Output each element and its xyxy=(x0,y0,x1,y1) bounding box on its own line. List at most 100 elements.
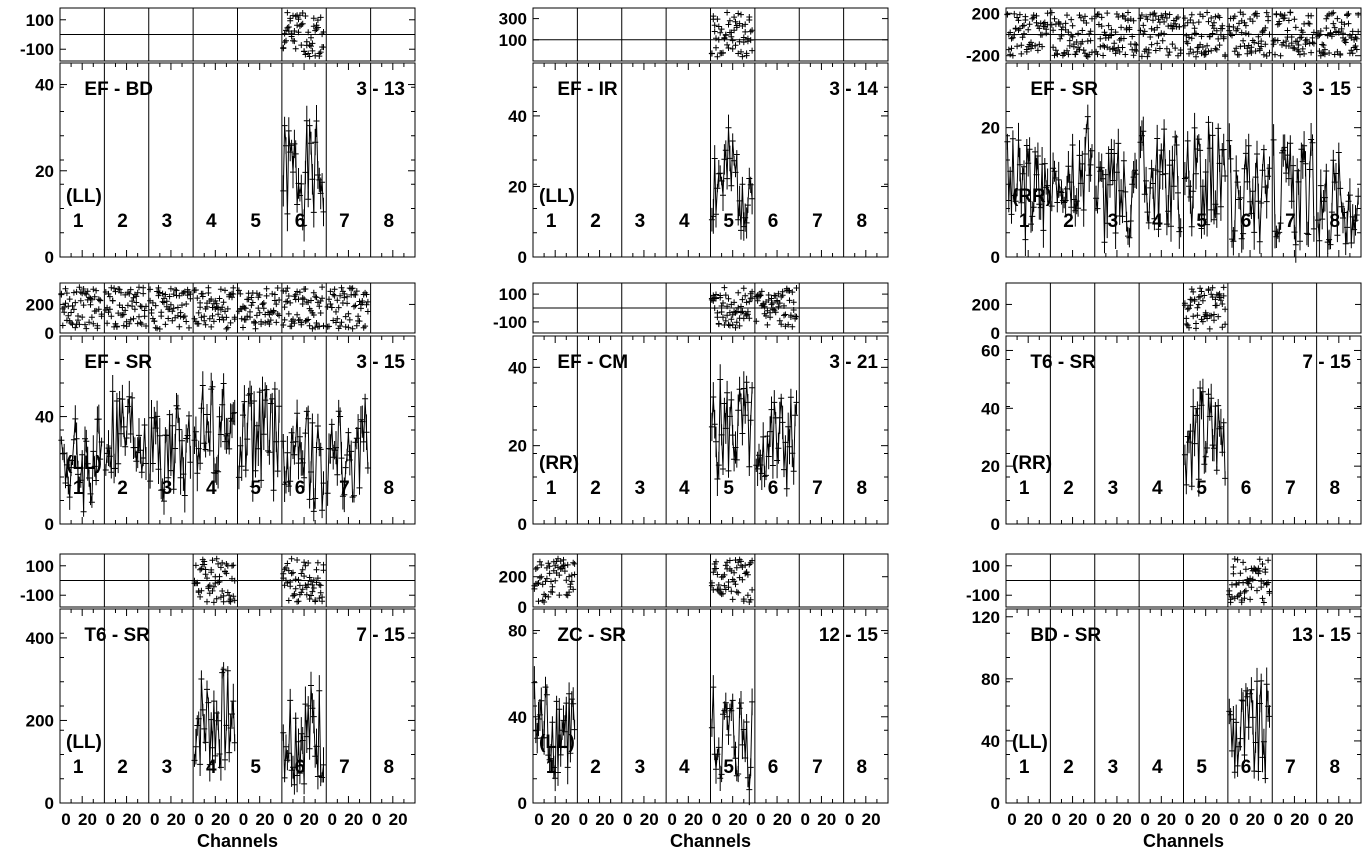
amplitude-point xyxy=(715,737,722,758)
phase-point xyxy=(283,288,289,295)
phase-point xyxy=(351,303,357,310)
phase-point xyxy=(80,302,87,309)
phase-point xyxy=(1199,44,1206,50)
amplitude-point xyxy=(119,384,126,414)
amplitude-point xyxy=(1209,122,1216,149)
channel-tick-label: 20 xyxy=(389,810,408,829)
phase-point xyxy=(1255,570,1262,577)
phase-point xyxy=(1113,11,1120,17)
amplitude-point xyxy=(1111,139,1118,168)
phase-point xyxy=(299,295,306,301)
x-axis-label: Channels xyxy=(197,831,278,851)
phase-point xyxy=(106,293,113,300)
phase-point xyxy=(180,314,187,321)
phase-point xyxy=(1108,32,1115,39)
phase-point xyxy=(1082,13,1088,20)
amplitude-point xyxy=(97,452,104,466)
channel-tick-label: 0 xyxy=(1096,810,1105,829)
phase-point xyxy=(309,40,316,47)
amplitude-point xyxy=(731,447,738,472)
phase-point xyxy=(714,571,721,578)
amplitude-point xyxy=(1126,228,1133,248)
phase-point xyxy=(252,325,259,332)
phase-point xyxy=(546,570,553,577)
amplitude-point xyxy=(280,434,287,449)
phase-point xyxy=(731,569,738,576)
phase-point xyxy=(769,300,776,306)
phase-point xyxy=(1033,12,1040,19)
phase-point xyxy=(1212,296,1219,303)
amplitude-point xyxy=(787,388,794,406)
phase-point xyxy=(726,557,733,564)
amplitude-point xyxy=(1184,431,1191,442)
phase-point xyxy=(1199,13,1206,20)
phase-point xyxy=(1030,12,1037,19)
phase-point xyxy=(1148,41,1155,48)
amplitude-point xyxy=(1199,179,1206,193)
phase-point xyxy=(260,305,267,312)
amplitude-point xyxy=(1105,146,1112,161)
phase-point xyxy=(715,36,722,43)
amplitude-point xyxy=(252,463,259,478)
phase-point xyxy=(1281,12,1288,19)
subband-number: 2 xyxy=(1063,478,1074,499)
phase-point xyxy=(1230,24,1237,30)
phase-point xyxy=(1241,19,1248,26)
phase-point xyxy=(316,303,323,310)
phase-point xyxy=(162,291,169,298)
amplitude-point xyxy=(303,720,310,753)
amplitude-point xyxy=(339,483,346,510)
phase-point xyxy=(1094,51,1101,58)
subband-number: 8 xyxy=(384,478,395,499)
phase-point xyxy=(1258,584,1265,591)
phase-point xyxy=(1026,21,1033,28)
phase-point xyxy=(87,295,94,302)
phase-point xyxy=(1209,284,1216,291)
phase-point xyxy=(1285,17,1292,24)
phase-point xyxy=(1095,11,1102,18)
phase-point xyxy=(290,316,296,323)
phase-point xyxy=(1144,16,1151,23)
phase-point xyxy=(1254,587,1260,594)
amplitude-point xyxy=(1208,197,1215,223)
phase-point xyxy=(136,284,142,291)
amplitude-point xyxy=(1252,731,1259,753)
polarization-label: (RR) xyxy=(539,453,579,474)
amplitude-point xyxy=(1349,204,1356,230)
amplitude-point xyxy=(73,422,80,455)
phase-point xyxy=(357,305,364,312)
phase-point xyxy=(227,598,234,605)
phase-point xyxy=(714,53,721,60)
amplitude-point xyxy=(209,380,216,393)
phase-point xyxy=(319,594,326,601)
amplitude-point xyxy=(290,755,296,779)
amplitude-point xyxy=(360,431,367,452)
phase-point xyxy=(789,289,796,296)
phase-point xyxy=(1248,584,1255,591)
phase-point xyxy=(1019,23,1026,29)
amplitude-point xyxy=(736,185,743,217)
channel-tick-label: 0 xyxy=(150,810,159,829)
phase-point xyxy=(1195,19,1202,26)
phase-point xyxy=(1181,22,1188,29)
phase-point xyxy=(1265,13,1272,20)
amplitude-point xyxy=(72,405,79,433)
phase-point xyxy=(1181,15,1188,22)
phase-point xyxy=(1215,35,1222,42)
amplitude-point xyxy=(1073,188,1080,215)
phase-tick-label: 200 xyxy=(972,295,1000,314)
amplitude-point xyxy=(710,382,717,412)
subband-number: 3 xyxy=(635,478,646,499)
amplitude-point xyxy=(77,472,84,488)
amplitude-point xyxy=(1089,144,1095,158)
phase-point xyxy=(317,310,324,316)
phase-point xyxy=(1229,593,1235,600)
phase-point xyxy=(1156,45,1163,52)
amplitude-point xyxy=(167,465,174,476)
phase-point xyxy=(532,566,539,572)
amplitude-point xyxy=(1019,167,1026,181)
phase-point xyxy=(291,28,298,34)
amplitude-point xyxy=(90,435,97,468)
phase-point xyxy=(1328,33,1335,40)
phase-point xyxy=(787,312,794,319)
